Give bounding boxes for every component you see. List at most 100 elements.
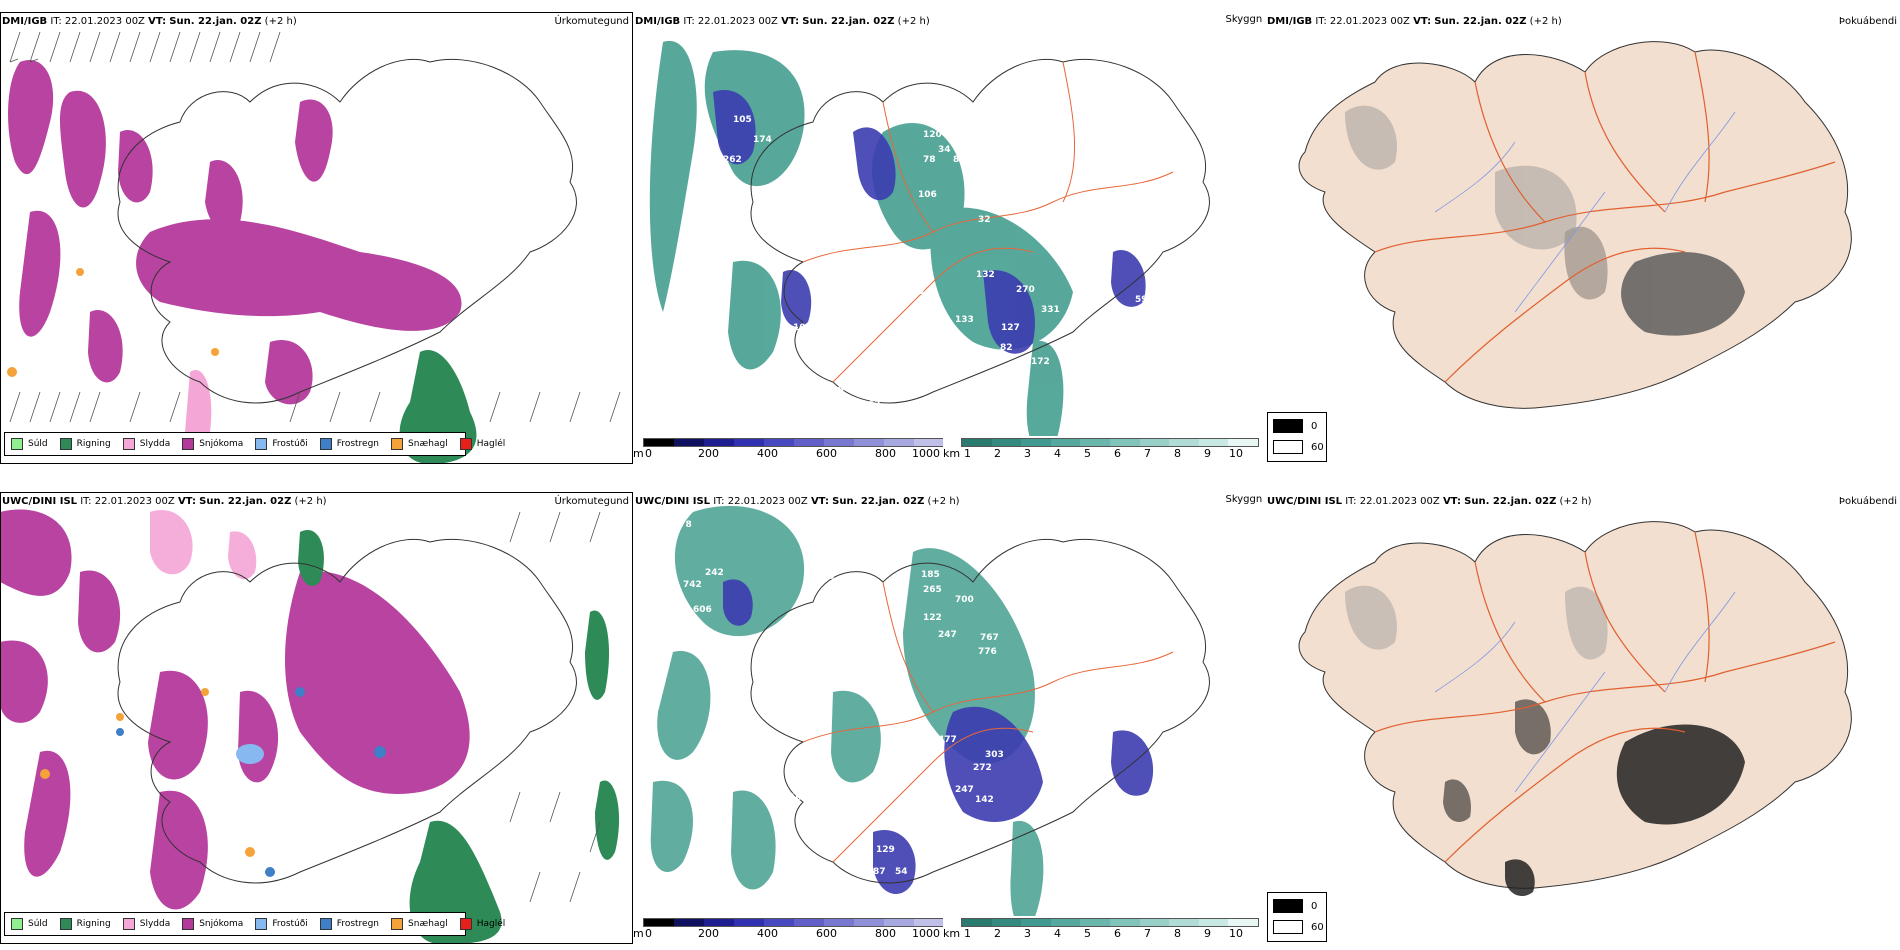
legend-label: Snjókoma	[199, 919, 244, 929]
scale-tick: 8	[1174, 927, 1181, 940]
vt-value: Sun. 22.jan. 02Z	[1434, 16, 1527, 27]
vis-value: 134	[903, 363, 922, 373]
legend-swatch	[59, 918, 72, 930]
visibility-map-bottom: 878 742 242 606 869 185 265 700 122 247 …	[633, 492, 1263, 944]
lead-time: (+2 h)	[1559, 496, 1592, 507]
vis-value: 272	[973, 763, 992, 773]
vis-value: 113	[878, 260, 897, 270]
legend-swatch	[122, 438, 135, 450]
scale-tick: 1000	[912, 927, 940, 940]
legend-label: Frostúði	[272, 919, 308, 929]
legend-item: Rigning	[59, 918, 111, 930]
vis-value: 262	[723, 155, 742, 165]
legend-label: Haglél	[476, 439, 506, 449]
vt-label: VT:	[1413, 16, 1432, 27]
scale-tick: 10	[1229, 927, 1243, 940]
it-value: 22.01.2023 00Z	[64, 16, 145, 27]
fog-legend-top: 0 60	[1267, 412, 1327, 462]
vis-ramp-km	[961, 918, 1259, 927]
fog-legend-row: 0	[1273, 899, 1317, 913]
vis-value: 133	[955, 315, 974, 325]
visibility-map-top: 105 174 262 313 132 120 78 34 106 81 32 …	[633, 12, 1263, 464]
vis-value: 313	[703, 170, 722, 180]
vis-value: 105	[733, 115, 752, 125]
vis-value: 270	[1016, 285, 1035, 295]
legend-label: Haglél	[476, 919, 506, 929]
it-value: 22.01.2023 00Z	[1329, 16, 1410, 27]
vis-value: 122	[923, 613, 942, 623]
scale-tick: 0	[645, 447, 652, 460]
fog-legend-row: 60	[1273, 920, 1324, 934]
vis-value: 106	[918, 190, 937, 200]
precip-type-frame-top	[0, 12, 633, 464]
legend-label: Snæhagl	[408, 919, 448, 929]
panel-title-fog: Þokuábendi	[1838, 16, 1897, 27]
scale-tick: 6	[1114, 927, 1121, 940]
vis-value: 127	[1001, 323, 1020, 333]
scale-tick: 1000	[912, 447, 940, 460]
header-top-middle: DMI/IGB IT: 22.01.2023 00Z VT: Sun. 22.j…	[635, 16, 930, 27]
fog-map-bottom	[1265, 492, 1900, 944]
panel-title-precip: Úrkomutegund	[554, 16, 629, 27]
legend-item: Frostregn	[319, 918, 380, 930]
vis-value: 54	[895, 867, 908, 877]
header-bottom-right: UWC/DINI ISL IT: 22.01.2023 00Z VT: Sun.…	[1267, 496, 1592, 507]
it-label: IT:	[713, 496, 725, 507]
legend-swatch	[182, 438, 195, 450]
it-label: IT:	[50, 16, 62, 27]
header-top-left: DMI/IGB IT: 22.01.2023 00Z VT: Sun. 22.j…	[2, 16, 297, 27]
vis-value: 869	[816, 572, 835, 582]
legend-label: Frostregn	[336, 919, 380, 929]
legend-label: Slydda	[139, 919, 171, 929]
vis-value: 45	[933, 827, 946, 837]
model-label: UWC/DINI ISL	[1267, 496, 1343, 507]
legend-label: Slydda	[139, 439, 171, 449]
scale-unit: km	[943, 447, 961, 460]
visibility-panel-top: 105 174 262 313 132 120 78 34 106 81 32 …	[633, 12, 1263, 464]
legend-item: Súld	[11, 438, 48, 450]
vis-scale-km-bottom: km 1 2 3 4 5 6 7 8 9 10	[943, 916, 1261, 942]
vis-value: 776	[978, 647, 997, 657]
legend-item: Snæhagl	[391, 918, 448, 930]
precip-legend-bottom: Súld Rigning Slydda Snjókoma Frostúði Fr…	[4, 912, 505, 936]
legend-label: Súld	[28, 919, 48, 929]
vis-value: 606	[693, 605, 712, 615]
fog-legend-label: 0	[1311, 900, 1318, 912]
fog-legend-row: 0	[1273, 419, 1317, 433]
legend-item: Frostúði	[255, 918, 308, 930]
legend-label: Rigning	[76, 439, 111, 449]
vis-value: 247	[938, 630, 957, 640]
vis-value: 71	[973, 820, 986, 830]
scale-tick: 5	[1084, 927, 1091, 940]
legend-item: Haglél	[459, 918, 506, 930]
header-bottom-left: UWC/DINI ISL IT: 22.01.2023 00Z VT: Sun.…	[2, 496, 327, 507]
scale-unit: m	[633, 927, 644, 940]
header-bottom-middle: UWC/DINI ISL IT: 22.01.2023 00Z VT: Sun.…	[635, 496, 960, 507]
legend-swatch	[459, 918, 472, 930]
legend-item: Rigning	[59, 438, 111, 450]
legend-swatch	[11, 918, 23, 930]
model-label: UWC/DINI ISL	[635, 496, 711, 507]
model-label: DMI/IGB	[2, 16, 48, 27]
legend-swatch	[182, 918, 195, 930]
panel-title-fog: Þokuábendi	[1838, 496, 1897, 507]
model-label: DMI/IGB	[635, 16, 681, 27]
legend-item: Haglél	[459, 438, 506, 450]
it-label: IT:	[1345, 496, 1357, 507]
legend-label: Snæhagl	[408, 439, 448, 449]
fog-swatch-dark	[1273, 419, 1303, 433]
legend-item: Snæhagl	[391, 438, 448, 450]
vt-label: VT:	[177, 496, 196, 507]
legend-swatch	[391, 438, 404, 450]
vis-scale-m-bottom: m 0 200 400 600 800 1000	[633, 916, 945, 942]
vis-value: 878	[673, 520, 692, 530]
legend-item: Slydda	[122, 918, 171, 930]
fog-panel-top: DMI/IGB IT: 22.01.2023 00Z VT: Sun. 22.j…	[1265, 12, 1900, 464]
vis-value: 55	[1145, 283, 1158, 293]
scale-tick: 4	[1054, 927, 1061, 940]
vis-value: 172	[1031, 357, 1050, 367]
vt-label: VT:	[148, 16, 167, 27]
lead-time: (+2 h)	[927, 496, 960, 507]
vis-value: 482	[1061, 785, 1080, 795]
lead-time: (+2 h)	[294, 496, 327, 507]
